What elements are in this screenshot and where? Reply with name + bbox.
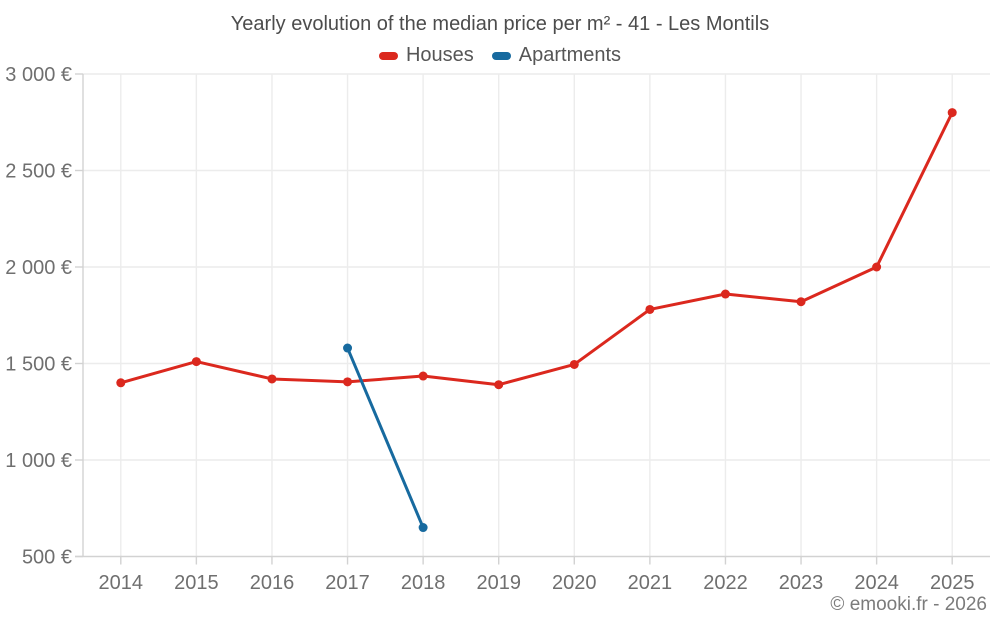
axes [75, 73, 990, 565]
series [116, 108, 957, 533]
x-axis-tick-label: 2016 [250, 572, 295, 594]
houses-series-line [119, 111, 954, 387]
axis-labels: 500 € 1 000 € 1 500 € 2 000 € 2 500 € 3 000 €… [5, 64, 974, 594]
houses-series-point [116, 378, 126, 388]
legend-label-houses: Houses [405, 44, 474, 66]
houses-series-point [569, 359, 579, 369]
x-axis-tick-label: 2015 [174, 572, 219, 594]
apartments-series [343, 343, 428, 533]
apartments-series-point [418, 523, 428, 533]
copyright-credit: © emooki.fr - 2026 [830, 594, 987, 615]
x-axis-tick-label: 2025 [930, 572, 975, 594]
legend: Houses Apartments [0, 44, 1000, 67]
x-axis-tick-label: 2017 [325, 572, 370, 594]
x-axis-tick-label: 2024 [854, 572, 899, 594]
y-axis-tick-label: 500 € [22, 547, 72, 569]
houses-series-point [645, 304, 655, 314]
apartments-series-line [346, 346, 425, 530]
apartments-series-point [343, 343, 353, 353]
houses-series [116, 108, 957, 390]
gridlines [83, 73, 990, 557]
houses-series-point [418, 371, 428, 381]
y-axis-tick-label: 3 000 € [5, 64, 72, 86]
y-axis-tick-label: 2 500 € [5, 161, 72, 183]
x-axis-tick-label: 2022 [703, 572, 748, 594]
x-axis-tick-label: 2018 [401, 572, 446, 594]
houses-series-point [191, 357, 201, 367]
houses-series-swatch-icon [378, 51, 398, 60]
houses-series-point [947, 108, 957, 118]
x-axis-tick-label: 2021 [628, 572, 673, 594]
apartments-series-swatch-icon [491, 51, 511, 60]
houses-series-point [267, 374, 277, 384]
x-axis-tick-label: 2014 [99, 572, 144, 594]
y-axis-tick-label: 1 000 € [5, 450, 72, 472]
houses-series-point [796, 297, 806, 307]
y-axis-tick-label: 1 500 € [5, 354, 72, 376]
houses-series-point [872, 262, 882, 272]
x-axis-tick-label: 2023 [779, 572, 824, 594]
x-axis-tick-label: 2020 [552, 572, 597, 594]
legend-item-houses[interactable]: Houses [378, 44, 474, 67]
houses-series-point [720, 289, 730, 299]
houses-series-point [343, 377, 353, 387]
houses-series-point [494, 380, 504, 390]
x-axis-tick-label: 2019 [476, 572, 521, 594]
y-axis-tick-label: 2 000 € [5, 257, 72, 279]
legend-label-apartments: Apartments [518, 44, 622, 66]
chart-title: Yearly evolution of the median price per… [230, 13, 770, 35]
legend-item-apartments[interactable]: Apartments [491, 44, 622, 67]
